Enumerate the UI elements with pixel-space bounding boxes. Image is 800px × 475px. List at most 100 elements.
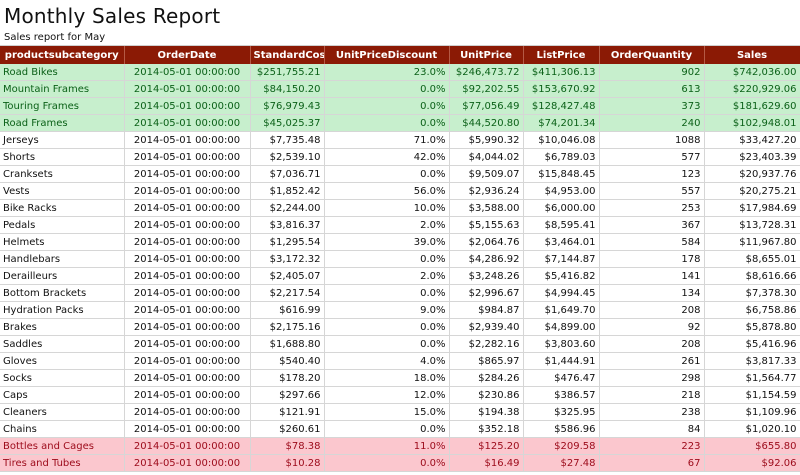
cell-unit-price-discount[interactable]: 4.0% xyxy=(324,352,450,370)
cell-standard-cost[interactable]: $45,025.37 xyxy=(250,114,325,132)
cell-list-price[interactable]: $1,649.70 xyxy=(523,301,600,319)
cell-sales[interactable]: $5,878.80 xyxy=(704,318,800,336)
cell-standard-cost[interactable]: $1,295.54 xyxy=(250,233,325,251)
cell-order-date[interactable]: 2014-05-01 00:00:00 xyxy=(124,335,251,353)
cell-order-date[interactable]: 2014-05-01 00:00:00 xyxy=(124,148,251,166)
cell-subcategory[interactable]: Mountain Frames xyxy=(0,80,125,98)
cell-unit-price-discount[interactable]: 71.0% xyxy=(324,131,450,149)
cell-unit-price-discount[interactable]: 0.0% xyxy=(324,80,450,98)
table-row[interactable]: Hydration Packs 2014-05-01 00:00:00 $616.9… xyxy=(0,301,800,319)
cell-standard-cost[interactable]: $3,172.32 xyxy=(250,250,325,268)
cell-order-date[interactable]: 2014-05-01 00:00:00 xyxy=(124,369,251,387)
cell-order-quantity[interactable]: 253 xyxy=(599,199,705,217)
cell-list-price[interactable]: $74,201.34 xyxy=(523,114,600,132)
cell-unit-price[interactable]: $2,939.40 xyxy=(449,318,524,336)
table-row[interactable]: Socks 2014-05-01 00:00:00 $178.20 18.0% $284… xyxy=(0,369,800,387)
cell-subcategory[interactable]: Tires and Tubes xyxy=(0,454,125,472)
table-row[interactable]: Bike Racks 2014-05-01 00:00:00 $2,244.00 10… xyxy=(0,199,800,217)
cell-unit-price[interactable]: $352.18 xyxy=(449,420,524,438)
table-row[interactable]: Road Frames 2014-05-01 00:00:00 $45,025.37… xyxy=(0,114,800,132)
cell-standard-cost[interactable]: $2,539.10 xyxy=(250,148,325,166)
cell-unit-price[interactable]: $92,202.55 xyxy=(449,80,524,98)
cell-sales[interactable]: $102,948.01 xyxy=(704,114,800,132)
cell-list-price[interactable]: $10,046.08 xyxy=(523,131,600,149)
cell-subcategory[interactable]: Bottom Brackets xyxy=(0,284,125,302)
cell-list-price[interactable]: $4,953.00 xyxy=(523,182,600,200)
cell-unit-price-discount[interactable]: 0.0% xyxy=(324,284,450,302)
cell-unit-price[interactable]: $5,990.32 xyxy=(449,131,524,149)
column-header-unitprice[interactable]: UnitPrice xyxy=(449,46,524,64)
table-row[interactable]: Shorts 2014-05-01 00:00:00 $2,539.10 42.0% $… xyxy=(0,148,800,166)
cell-order-quantity[interactable]: 238 xyxy=(599,403,705,421)
cell-subcategory[interactable]: Hydration Packs xyxy=(0,301,125,319)
cell-list-price[interactable]: $411,306.13 xyxy=(523,64,600,81)
cell-unit-price-discount[interactable]: 15.0% xyxy=(324,403,450,421)
cell-unit-price[interactable]: $284.26 xyxy=(449,369,524,387)
cell-order-date[interactable]: 2014-05-01 00:00:00 xyxy=(124,352,251,370)
cell-standard-cost[interactable]: $2,405.07 xyxy=(250,267,325,285)
cell-order-date[interactable]: 2014-05-01 00:00:00 xyxy=(124,386,251,404)
cell-sales[interactable]: $1,564.77 xyxy=(704,369,800,387)
cell-standard-cost[interactable]: $1,852.42 xyxy=(250,182,325,200)
table-row[interactable]: Caps 2014-05-01 00:00:00 $297.66 12.0% $230.… xyxy=(0,386,800,404)
cell-unit-price[interactable]: $3,588.00 xyxy=(449,199,524,217)
cell-unit-price-discount[interactable]: 39.0% xyxy=(324,233,450,251)
cell-unit-price[interactable]: $4,286.92 xyxy=(449,250,524,268)
cell-subcategory[interactable]: Brakes xyxy=(0,318,125,336)
cell-order-quantity[interactable]: 1088 xyxy=(599,131,705,149)
cell-subcategory[interactable]: Cranksets xyxy=(0,165,125,183)
cell-standard-cost[interactable]: $297.66 xyxy=(250,386,325,404)
cell-standard-cost[interactable]: $3,816.37 xyxy=(250,216,325,234)
cell-subcategory[interactable]: Road Frames xyxy=(0,114,125,132)
table-row[interactable]: Brakes 2014-05-01 00:00:00 $2,175.16 0.0% $2… xyxy=(0,318,800,336)
cell-unit-price-discount[interactable]: 23.0% xyxy=(324,64,450,81)
cell-list-price[interactable]: $3,464.01 xyxy=(523,233,600,251)
cell-sales[interactable]: $655.80 xyxy=(704,437,800,455)
cell-order-quantity[interactable]: 218 xyxy=(599,386,705,404)
cell-sales[interactable]: $11,967.80 xyxy=(704,233,800,251)
cell-unit-price-discount[interactable]: 2.0% xyxy=(324,267,450,285)
cell-unit-price[interactable]: $5,155.63 xyxy=(449,216,524,234)
cell-order-date[interactable]: 2014-05-01 00:00:00 xyxy=(124,64,251,81)
column-header-sales[interactable]: Sales xyxy=(704,46,800,64)
cell-unit-price[interactable]: $984.87 xyxy=(449,301,524,319)
cell-subcategory[interactable]: Pedals xyxy=(0,216,125,234)
cell-subcategory[interactable]: Socks xyxy=(0,369,125,387)
cell-order-quantity[interactable]: 223 xyxy=(599,437,705,455)
cell-sales[interactable]: $23,403.39 xyxy=(704,148,800,166)
cell-unit-price-discount[interactable]: 2.0% xyxy=(324,216,450,234)
table-row[interactable]: Derailleurs 2014-05-01 00:00:00 $2,405.07 2… xyxy=(0,267,800,285)
cell-list-price[interactable]: $476.47 xyxy=(523,369,600,387)
cell-subcategory[interactable]: Saddles xyxy=(0,335,125,353)
table-row[interactable]: Cleaners 2014-05-01 00:00:00 $121.91 15.0% $… xyxy=(0,403,800,421)
cell-order-quantity[interactable]: 613 xyxy=(599,80,705,98)
cell-sales[interactable]: $20,937.76 xyxy=(704,165,800,183)
cell-unit-price[interactable]: $125.20 xyxy=(449,437,524,455)
cell-subcategory[interactable]: Bottles and Cages xyxy=(0,437,125,455)
cell-sales[interactable]: $7,378.30 xyxy=(704,284,800,302)
cell-list-price[interactable]: $8,595.41 xyxy=(523,216,600,234)
cell-sales[interactable]: $92.06 xyxy=(704,454,800,472)
cell-order-quantity[interactable]: 373 xyxy=(599,97,705,115)
cell-order-quantity[interactable]: 367 xyxy=(599,216,705,234)
column-header-productsubcategory[interactable]: productsubcategory xyxy=(0,46,125,64)
cell-order-quantity[interactable]: 84 xyxy=(599,420,705,438)
cell-standard-cost[interactable]: $251,755.21 xyxy=(250,64,325,81)
cell-order-quantity[interactable]: 92 xyxy=(599,318,705,336)
cell-unit-price[interactable]: $2,996.67 xyxy=(449,284,524,302)
cell-standard-cost[interactable]: $84,150.20 xyxy=(250,80,325,98)
cell-list-price[interactable]: $4,994.45 xyxy=(523,284,600,302)
cell-order-date[interactable]: 2014-05-01 00:00:00 xyxy=(124,454,251,472)
cell-subcategory[interactable]: Chains xyxy=(0,420,125,438)
cell-sales[interactable]: $20,275.21 xyxy=(704,182,800,200)
cell-unit-price-discount[interactable]: 0.0% xyxy=(324,165,450,183)
cell-order-quantity[interactable]: 141 xyxy=(599,267,705,285)
cell-order-quantity[interactable]: 298 xyxy=(599,369,705,387)
cell-unit-price-discount[interactable]: 18.0% xyxy=(324,369,450,387)
table-row[interactable]: Cranksets 2014-05-01 00:00:00 $7,036.71 0.0… xyxy=(0,165,800,183)
table-row[interactable]: Road Bikes 2014-05-01 00:00:00 $251,755.21… xyxy=(0,64,800,81)
cell-standard-cost[interactable]: $540.40 xyxy=(250,352,325,370)
column-header-unitpricediscount[interactable]: UnitPriceDiscount xyxy=(324,46,450,64)
cell-unit-price-discount[interactable]: 0.0% xyxy=(324,318,450,336)
column-header-orderdate[interactable]: OrderDate xyxy=(124,46,251,64)
